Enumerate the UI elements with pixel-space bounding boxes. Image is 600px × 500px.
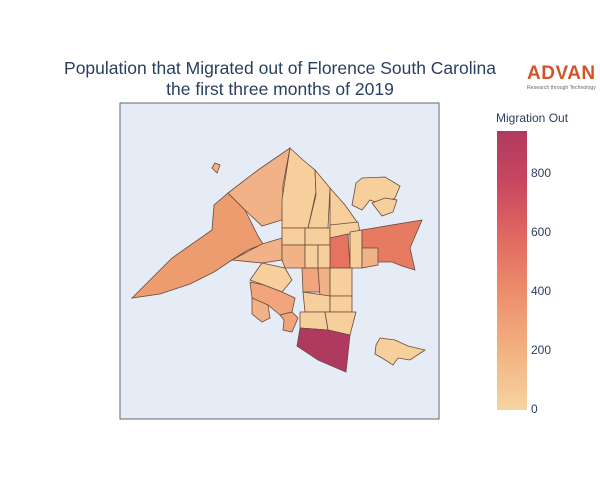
title-line-2: the first three months of 2019 [166, 79, 394, 99]
colorbar-tick-600: 600 [531, 225, 552, 239]
region-south-5[interactable] [329, 295, 353, 313]
region-northeast-2[interactable] [371, 197, 398, 217]
region-west[interactable] [130, 192, 264, 299]
region-southwest-4[interactable] [279, 311, 299, 333]
region-southeast[interactable] [374, 337, 426, 366]
region-south-1[interactable] [301, 267, 321, 293]
colorbar-title: Migration Out [496, 111, 569, 125]
colorbar-tick-800: 800 [531, 166, 552, 180]
colorbar [497, 131, 527, 410]
region-south-max[interactable] [296, 327, 351, 373]
colorbar-tick-0: 0 [531, 402, 538, 416]
title-line-1: Population that Migrated out of Florence… [64, 58, 496, 78]
region-center-2[interactable] [304, 244, 319, 269]
colorbar-tick-400: 400 [531, 284, 552, 298]
region-south-6[interactable] [299, 311, 329, 331]
logo-tagline: Research through Technology [527, 85, 596, 91]
region-band-east-2[interactable] [349, 229, 363, 269]
region-center-3[interactable] [317, 244, 331, 269]
region-northwest[interactable] [211, 162, 221, 174]
chart-title: Population that Migrated out of Florence… [0, 58, 560, 100]
logo-brand: ADVAN [527, 63, 596, 84]
region-band-2[interactable] [304, 227, 331, 246]
region-south-4[interactable] [302, 291, 331, 313]
colorbar-tick-200: 200 [531, 343, 552, 357]
region-center-1[interactable] [281, 244, 306, 269]
region-south-2[interactable] [317, 267, 331, 297]
region-east-small[interactable] [361, 247, 379, 269]
region-band-1[interactable] [281, 227, 306, 246]
region-band-east-hi[interactable] [329, 233, 351, 269]
region-south-3[interactable] [329, 267, 353, 297]
advan-logo: ADVAN Research through Technology [527, 63, 599, 92]
region-southwest-3[interactable] [251, 297, 271, 323]
